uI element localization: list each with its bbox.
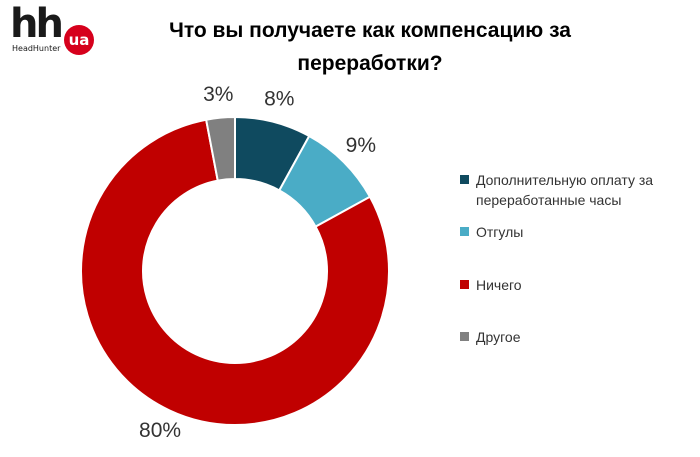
logo-subtitle: HeadHunter <box>12 44 61 53</box>
legend-label: Отгулы <box>476 224 524 240</box>
headhunter-logo: hh ua HeadHunter <box>10 2 94 55</box>
legend-swatch <box>460 227 469 236</box>
legend-label: Ничего <box>476 277 522 293</box>
data-label-2: 9% <box>346 134 376 157</box>
data-label-3: 80% <box>139 419 181 442</box>
legend-swatch <box>460 332 469 341</box>
legend-label: Дополнительную оплату за переработанные … <box>476 172 654 208</box>
legend-swatch <box>460 280 469 289</box>
donut-slice-3 <box>80 118 390 426</box>
legend-swatch <box>460 175 469 184</box>
legend-label: Другое <box>476 329 521 345</box>
logo-badge: ua <box>64 25 94 55</box>
donut-slice-4 <box>204 115 236 182</box>
chart-title: Что вы получаете как компенсацию за пере… <box>169 19 571 75</box>
data-label-4: 3% <box>203 83 233 106</box>
data-label-1: 8% <box>264 88 294 111</box>
logo-wordmark: hh <box>10 1 64 47</box>
